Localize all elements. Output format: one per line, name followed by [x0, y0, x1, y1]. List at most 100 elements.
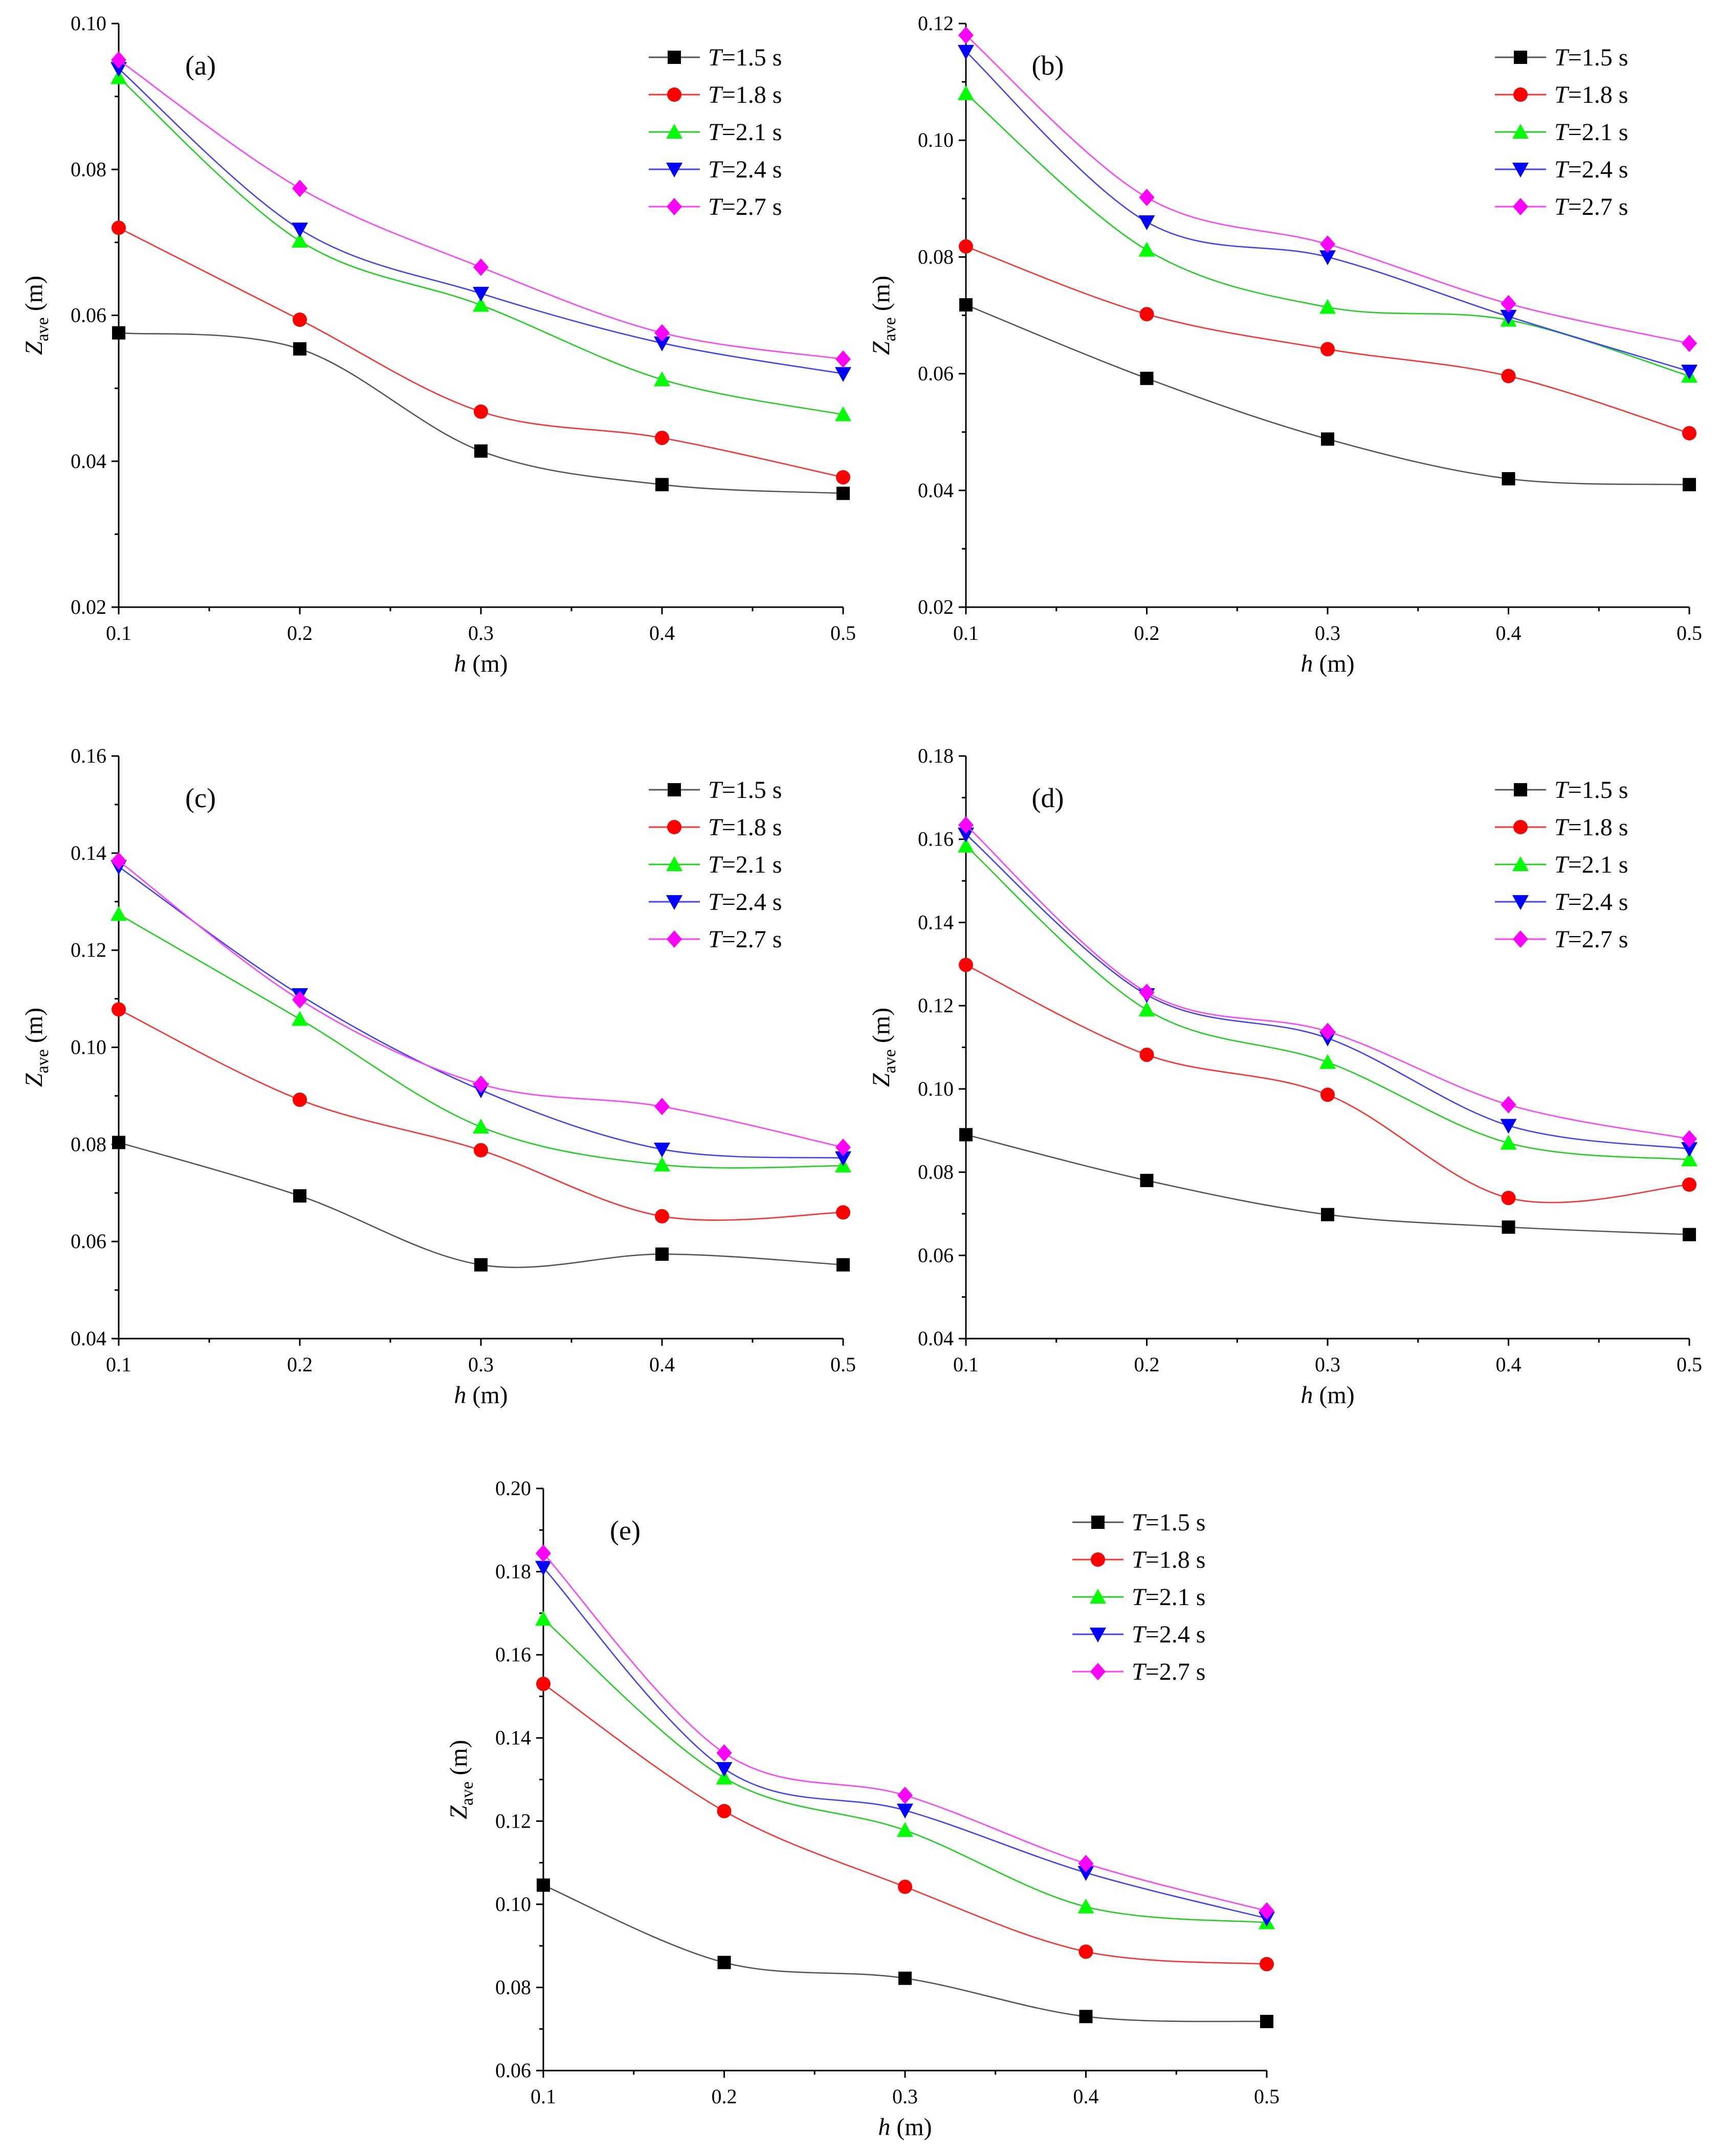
- y-tick-label: 0.04: [918, 479, 954, 502]
- legend-label: T=1.8 s: [708, 81, 782, 108]
- data-point: [1260, 2015, 1273, 2029]
- panel-label: (b): [1032, 50, 1064, 81]
- data-point: [1683, 1228, 1696, 1241]
- data-point: [959, 1128, 973, 1142]
- legend-marker: [1513, 930, 1528, 948]
- legend-label: T=1.8 s: [708, 814, 782, 841]
- panel-label: (a): [185, 50, 216, 81]
- y-axis-label-unit: (m): [868, 276, 895, 317]
- axis-frame: [965, 24, 1689, 608]
- y-axis-label-var: Z: [868, 1073, 895, 1087]
- legend-label: T=1.8 s: [1554, 81, 1628, 108]
- data-point: [1501, 1191, 1516, 1206]
- legend-marker: [1512, 856, 1529, 871]
- legend-marker: [1514, 783, 1527, 796]
- data-point: [1319, 1054, 1336, 1069]
- data-point: [292, 1011, 308, 1026]
- y-tick-label: 0.06: [71, 1230, 106, 1253]
- data-point: [112, 220, 126, 235]
- y-tick-label: 0.14: [918, 910, 954, 933]
- x-tick-label: 0.2: [287, 621, 313, 644]
- data-point: [1139, 189, 1155, 207]
- y-tick-label: 0.06: [918, 362, 954, 385]
- y-tick-label: 0.10: [495, 1893, 531, 1916]
- axis-frame: [118, 24, 843, 608]
- x-axis-label: h (m): [1301, 650, 1354, 677]
- chart-panel-e: 0.1 0.2 0.3 0.4 0.5 0.06 0.08 0.10 0.12 0.14 0.16 0…: [445, 1477, 1280, 2141]
- data-point: [1139, 307, 1154, 322]
- y-tick-label: 0.12: [918, 12, 954, 35]
- data-point: [1319, 250, 1336, 265]
- legend-marker: [668, 783, 681, 796]
- data-point: [1502, 472, 1515, 485]
- y-tick-label: 0.20: [495, 1477, 531, 1500]
- data-point: [835, 1151, 851, 1166]
- chart-panel-a: 0.1 0.2 0.3 0.4 0.5 0.02 0.04 0.06 0.08 0.10 h (m)…: [20, 12, 856, 677]
- x-tick-label: 0.3: [1315, 1353, 1340, 1376]
- x-tick-label: 0.4: [1496, 1353, 1522, 1376]
- data-point: [1682, 1130, 1697, 1148]
- legend-label: T=1.5 s: [1554, 776, 1628, 804]
- data-point: [1502, 1220, 1515, 1234]
- data-point: [958, 85, 974, 100]
- legend-label: T=1.5 s: [708, 44, 782, 71]
- data-point: [654, 1098, 670, 1116]
- y-tick-label: 0.12: [71, 939, 106, 962]
- y-tick-label: 0.06: [71, 304, 106, 327]
- x-tick-label: 0.4: [1496, 621, 1522, 644]
- x-tick-label: 0.2: [287, 1353, 313, 1376]
- y-axis-label-var: Z: [20, 1073, 48, 1087]
- legend-marker: [1091, 1552, 1105, 1567]
- data-point: [836, 486, 850, 500]
- data-point: [535, 1611, 552, 1626]
- data-point: [536, 1677, 550, 1692]
- x-tick-label: 0.4: [649, 1353, 675, 1376]
- data-point: [654, 371, 670, 387]
- x-tick-label: 0.4: [1073, 2085, 1099, 2108]
- y-axis-label: Zave (m): [20, 276, 52, 355]
- data-point: [836, 470, 850, 485]
- x-tick-label: 0.3: [468, 1353, 494, 1376]
- x-axis-label: h (m): [1301, 1382, 1354, 1409]
- y-tick-label: 0.08: [71, 1132, 106, 1155]
- data-point: [1078, 1855, 1094, 1873]
- data-point: [958, 816, 974, 834]
- data-point: [293, 1189, 306, 1203]
- data-point: [716, 1769, 733, 1785]
- series-line-5: [965, 825, 1690, 1140]
- data-point: [1682, 1177, 1696, 1192]
- data-point: [654, 336, 670, 351]
- data-point: [898, 1971, 912, 1985]
- y-tick-label: 0.08: [495, 1975, 531, 1998]
- axis-frame: [965, 756, 1689, 1340]
- series-line-2: [965, 964, 1690, 1204]
- x-tick-label: 0.1: [106, 621, 131, 644]
- data-point: [716, 1762, 733, 1777]
- x-tick-label: 0.5: [1254, 2085, 1280, 2108]
- x-tick-label: 0.5: [1677, 1353, 1702, 1376]
- y-tick-label: 0.10: [71, 12, 106, 35]
- data-point: [655, 431, 669, 446]
- data-point: [1320, 342, 1335, 357]
- data-point: [293, 313, 307, 327]
- data-point: [1320, 1023, 1335, 1040]
- legend-marker: [1513, 820, 1528, 834]
- y-tick-label: 0.04: [71, 450, 106, 473]
- x-axis-label-unit: (m): [1313, 650, 1354, 677]
- y-tick-label: 0.12: [918, 994, 954, 1017]
- data-point: [535, 1561, 552, 1576]
- data-point: [1681, 365, 1698, 380]
- data-point: [1681, 1142, 1698, 1158]
- data-point: [1138, 1002, 1155, 1017]
- data-point: [717, 1804, 732, 1818]
- legend-label: T=1.8 s: [1132, 1546, 1205, 1573]
- legend-label: T=2.1 s: [1554, 119, 1628, 146]
- series-line-5: [543, 1552, 1267, 1912]
- data-point: [1681, 1151, 1698, 1167]
- x-tick-label: 0.2: [1134, 1353, 1160, 1376]
- x-axis-label-unit: (m): [1313, 1382, 1354, 1409]
- data-point: [1500, 309, 1517, 325]
- legend-label: T=2.7 s: [1132, 1658, 1205, 1685]
- data-point: [112, 1002, 126, 1017]
